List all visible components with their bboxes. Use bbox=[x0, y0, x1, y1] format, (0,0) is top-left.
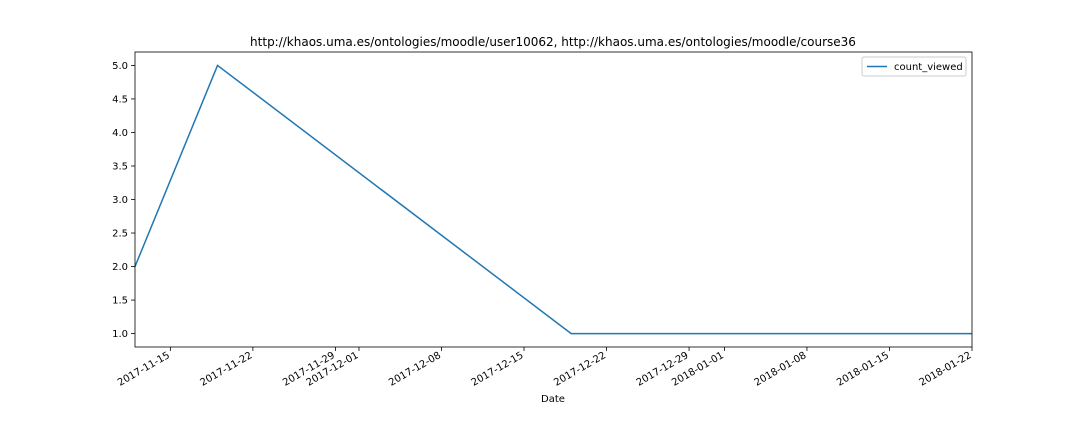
axes-frame bbox=[134, 51, 973, 348]
axes: 1.0 1.5 2.0 2.5 3.0 3.5 4.0 4.5 5.0 2017-11-15 201… bbox=[112, 51, 974, 389]
y-tick-label: 2.5 bbox=[112, 229, 128, 240]
x-tick-label: 2017-12-08 bbox=[387, 350, 443, 389]
x-tick-label: 2017-11-15 bbox=[116, 350, 172, 389]
legend: count_viewed bbox=[861, 56, 967, 77]
y-tick-label: 1.0 bbox=[112, 329, 128, 340]
x-tick-label: 2018-01-15 bbox=[835, 350, 891, 389]
x-tick-label: 2018-01-08 bbox=[753, 350, 809, 389]
y-tick-label: 3.5 bbox=[112, 161, 128, 172]
y-tick-label: 1.5 bbox=[112, 296, 128, 307]
y-tick-label: 2.0 bbox=[112, 262, 128, 273]
y-tick-label: 3.0 bbox=[112, 195, 128, 206]
plot-area bbox=[134, 64, 972, 335]
x-tick-label: 2017-12-22 bbox=[552, 350, 608, 389]
legend-box bbox=[861, 56, 967, 77]
y-tick-label: 5.0 bbox=[112, 61, 128, 72]
legend-label-count-viewed: count_viewed bbox=[894, 62, 963, 73]
series-line-count-viewed bbox=[134, 64, 972, 335]
x-tick-label: 2018-01-22 bbox=[918, 350, 974, 389]
x-axis-label: Date bbox=[541, 394, 565, 405]
chart-title: http://khaos.uma.es/ontologies/moodle/us… bbox=[250, 35, 856, 49]
y-tick-label: 4.0 bbox=[112, 128, 128, 139]
x-tick-label: 2017-11-22 bbox=[199, 350, 255, 389]
y-tick-label: 4.5 bbox=[112, 94, 128, 105]
x-tick-label: 2017-12-15 bbox=[470, 350, 526, 389]
